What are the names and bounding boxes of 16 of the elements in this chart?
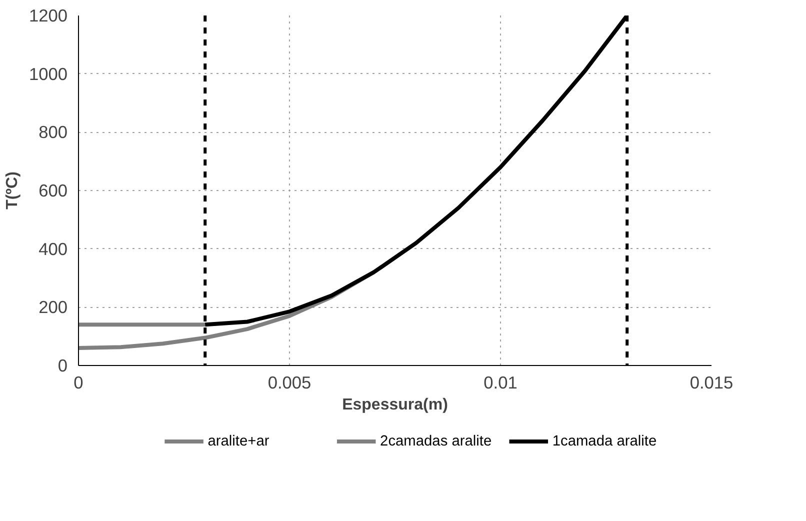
legend-label: 1camada aralite (552, 434, 657, 450)
y-tick-label: 1000 (28, 64, 68, 84)
y-tick-label: 0 (58, 356, 68, 376)
y-tick-label: 1200 (28, 6, 68, 26)
y-tick-label: 600 (38, 180, 68, 200)
y-axis-title: T(ºC) (4, 172, 21, 210)
y-tick-label: 800 (38, 122, 68, 142)
legend-label: aralite+ar (208, 434, 270, 450)
y-tick-label: 400 (38, 238, 68, 259)
x-axis-title: Espessura(m) (342, 396, 448, 414)
x-tick-label: 0.015 (690, 372, 734, 392)
x-tick-label: 0.005 (268, 372, 312, 392)
x-tick-label: 0 (74, 372, 84, 392)
legend-label: 2camadas aralite (380, 434, 492, 450)
y-tick-label: 200 (38, 297, 68, 318)
x-tick-label: 0.01 (484, 372, 518, 392)
